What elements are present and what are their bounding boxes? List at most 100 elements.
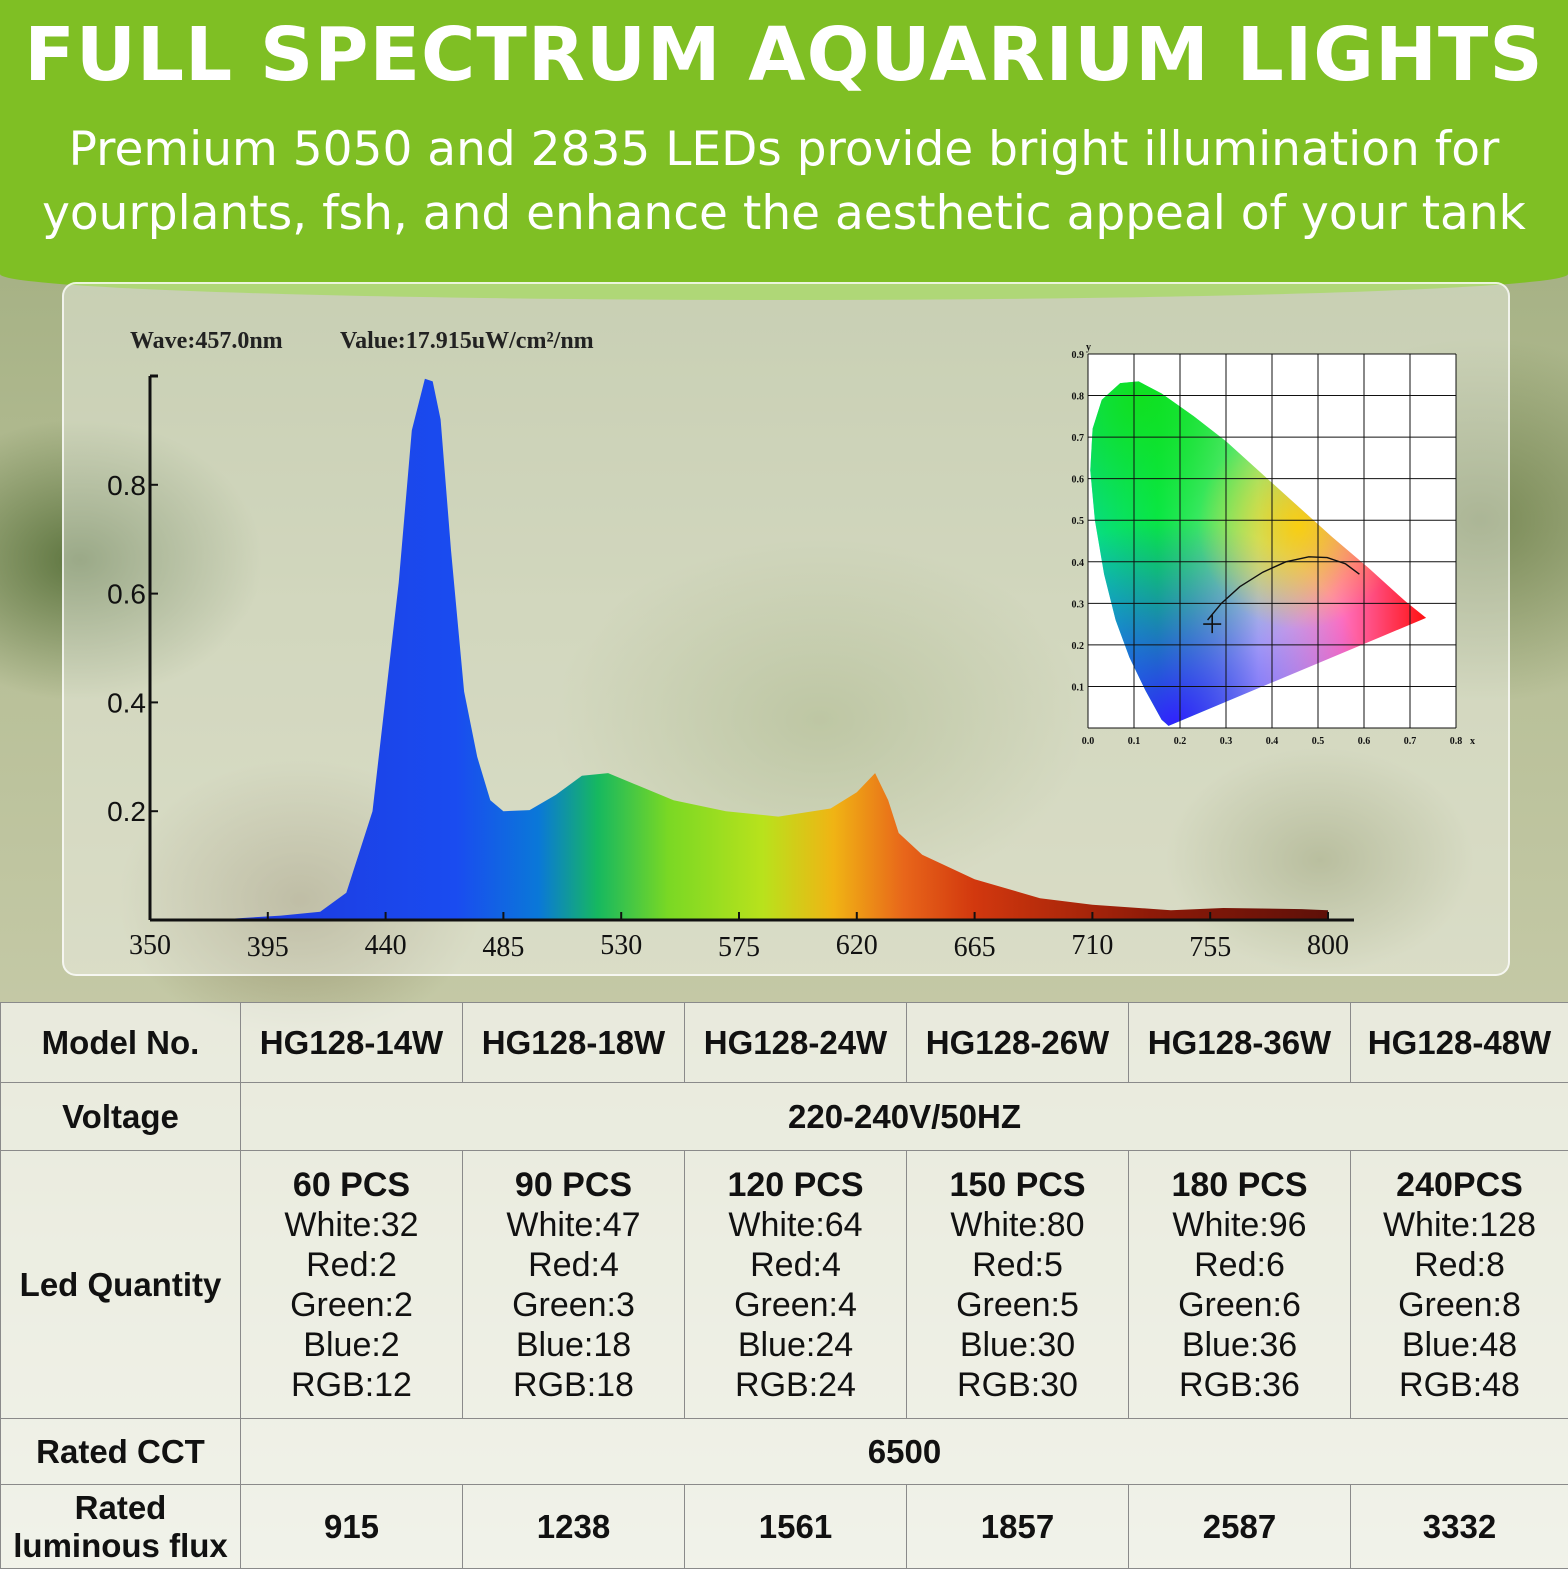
led-red: Red:8 [1351,1245,1568,1285]
table-row-voltage: Voltage 220-240V/50HZ [1,1083,1568,1151]
x-tick-label: 350 [129,930,171,961]
subtitle-line-2: yourplants, fsh, and enhance the aesthet… [0,186,1568,241]
cie-x-axis-label: x [1470,736,1475,747]
x-tick-label: 440 [365,930,407,961]
flux-cell: 915 [241,1485,463,1569]
led-white: White:47 [463,1205,684,1245]
x-tick-label: 395 [247,932,289,963]
cie-x-tick-label: 0.6 [1358,736,1371,747]
y-tick-label: 0.2 [107,796,146,827]
flux-cell: 1857 [907,1485,1129,1569]
led-white: White:128 [1351,1205,1568,1245]
led-pcs: 240PCS [1351,1165,1568,1205]
flux-label-line-2: luminous flux [1,1527,240,1565]
table-row-cct: Rated CCT 6500 [1,1419,1568,1485]
x-tick-label: 530 [600,930,642,961]
cie-x-tick-label: 0.1 [1128,736,1141,747]
y-tick-label: 0.8 [107,470,146,501]
cie-y-tick-label: 0.4 [1072,558,1085,569]
x-tick-label: 665 [954,932,996,963]
led-blue: Blue:30 [907,1325,1128,1365]
led-rgb: RGB:12 [241,1365,462,1405]
flux-cell: 2587 [1129,1485,1351,1569]
wave-readout: Wave:457.0nm [130,328,283,354]
model-cell: HG128-24W [685,1003,907,1083]
spec-table: Model No. HG128-14W HG128-18W HG128-24W … [0,1002,1568,1569]
cie-y-tick-label: 0.8 [1072,392,1085,403]
led-white: White:96 [1129,1205,1350,1245]
led-green: Green:8 [1351,1285,1568,1325]
spectrum-panel: Wave:457.0nm Value:17.915uW/cm²/nm 350 39… [62,282,1510,976]
cie-y-tick-label: 0.2 [1072,641,1085,652]
flux-cell: 3332 [1351,1485,1568,1569]
model-cell: HG128-36W [1129,1003,1351,1083]
led-rgb: RGB:18 [463,1365,684,1405]
cie-y-axis-label: y [1086,342,1091,353]
led-rgb: RGB:36 [1129,1365,1350,1405]
cie-x-tick-label: 0.4 [1266,736,1279,747]
spectrum-chart: Wave:457.0nm Value:17.915uW/cm²/nm 350 39… [64,284,1508,974]
led-pcs: 60 PCS [241,1165,462,1205]
led-white: White:80 [907,1205,1128,1245]
x-tick-label: 485 [482,932,524,963]
cie-x-tick-label: 0.7 [1404,736,1417,747]
led-pcs: 120 PCS [685,1165,906,1205]
led-red: Red:4 [685,1245,906,1285]
cie-x-tick-label: 0.0 [1082,736,1095,747]
led-green: Green:5 [907,1285,1128,1325]
model-cell: HG128-18W [463,1003,685,1083]
x-tick-label: 710 [1071,930,1113,961]
led-red: Red:6 [1129,1245,1350,1285]
led-white: White:64 [685,1205,906,1245]
led-blue: Blue:18 [463,1325,684,1365]
led-green: Green:6 [1129,1285,1350,1325]
cie-x-tick-label: 0.8 [1450,736,1463,747]
led-pcs: 180 PCS [1129,1165,1350,1205]
model-cell: HG128-14W [241,1003,463,1083]
led-green: Green:4 [685,1285,906,1325]
header-banner: FULL SPECTRUM AQUARIUM LIGHTS Premium 50… [0,0,1568,300]
led-red: Red:2 [241,1245,462,1285]
led-green: Green:2 [241,1285,462,1325]
y-tick-label: 0.6 [107,579,146,610]
led-blue: Blue:2 [241,1325,462,1365]
led-blue: Blue:36 [1129,1325,1350,1365]
led-pcs: 90 PCS [463,1165,684,1205]
model-cell: HG128-26W [907,1003,1129,1083]
led-rgb: RGB:30 [907,1365,1128,1405]
table-row-model: Model No. HG128-14W HG128-18W HG128-24W … [1,1003,1568,1083]
x-tick-label: 575 [718,932,760,963]
led-rgb: RGB:24 [685,1365,906,1405]
flux-cell: 1238 [463,1485,685,1569]
led-white: White:32 [241,1205,462,1245]
led-cell: 240PCS White:128 Red:8 Green:8 Blue:48 R… [1351,1151,1568,1419]
cie-x-tick-label: 0.2 [1174,736,1187,747]
table-row-led-quantity: Led Quantity 60 PCS White:32 Red:2 Green… [1,1151,1568,1419]
x-tick-label: 620 [836,930,878,961]
cct-label: Rated CCT [1,1419,241,1485]
cie-y-tick-label: 0.3 [1072,599,1085,610]
led-rgb: RGB:48 [1351,1365,1568,1405]
cie-y-tick-label: 0.7 [1072,433,1085,444]
led-pcs: 150 PCS [907,1165,1128,1205]
led-cell: 90 PCS White:47 Red:4 Green:3 Blue:18 RG… [463,1151,685,1419]
voltage-label: Voltage [1,1083,241,1151]
cie-y-tick-label: 0.9 [1072,350,1085,361]
cie-x-tick-label: 0.5 [1312,736,1325,747]
table-row-flux: Rated luminous flux 915 1238 1561 1857 2… [1,1485,1568,1569]
model-cell: HG128-48W [1351,1003,1568,1083]
led-cell: 120 PCS White:64 Red:4 Green:4 Blue:24 R… [685,1151,907,1419]
x-tick-label: 755 [1189,932,1231,963]
model-label: Model No. [1,1003,241,1083]
value-readout: Value:17.915uW/cm²/nm [340,328,594,354]
led-cell: 180 PCS White:96 Red:6 Green:6 Blue:36 R… [1129,1151,1351,1419]
x-tick-label: 800 [1307,930,1349,961]
cie-y-tick-label: 0.1 [1072,682,1085,693]
led-green: Green:3 [463,1285,684,1325]
cie-y-tick-label: 0.6 [1072,475,1085,486]
led-red: Red:5 [907,1245,1128,1285]
flux-label-line-1: Rated [1,1489,240,1527]
led-cell: 150 PCS White:80 Red:5 Green:5 Blue:30 R… [907,1151,1129,1419]
flux-cell: 1561 [685,1485,907,1569]
y-tick-label: 0.4 [107,687,146,718]
